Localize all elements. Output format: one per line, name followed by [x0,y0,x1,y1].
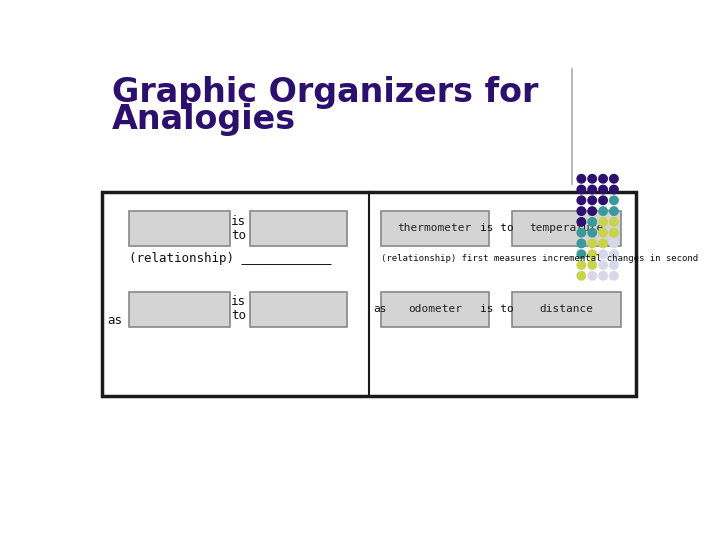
Text: as: as [373,304,387,314]
Circle shape [577,228,585,237]
Text: (relationship) first measures incremental changes in second: (relationship) first measures incrementa… [381,254,698,264]
Circle shape [599,218,607,226]
Bar [381,292,489,327]
Text: is
to: is to [231,214,246,241]
Text: is to: is to [480,223,514,233]
Text: Analogies: Analogies [112,103,296,136]
Circle shape [577,261,585,269]
Bar [513,292,621,327]
Circle shape [588,250,596,259]
Text: is to: is to [480,304,514,314]
Bar [129,292,230,327]
Circle shape [599,207,607,215]
Bar [102,192,636,396]
Circle shape [610,250,618,259]
Circle shape [588,207,596,215]
Bar [381,211,489,246]
Circle shape [599,185,607,194]
Circle shape [599,250,607,259]
Circle shape [610,261,618,269]
Circle shape [588,272,596,280]
Circle shape [588,261,596,269]
Bar [250,292,346,327]
Text: as: as [107,314,122,327]
Text: (relationship) ____________: (relationship) ____________ [129,252,331,265]
Text: is
to: is to [231,295,246,322]
Text: thermometer: thermometer [397,224,472,233]
Circle shape [610,239,618,248]
Circle shape [599,261,607,269]
Text: temperature: temperature [529,224,604,233]
Circle shape [610,228,618,237]
Bar [250,211,346,246]
Circle shape [599,196,607,205]
Circle shape [599,239,607,248]
Circle shape [610,218,618,226]
Circle shape [588,196,596,205]
Circle shape [577,207,585,215]
Circle shape [599,228,607,237]
Circle shape [610,196,618,205]
Circle shape [577,239,585,248]
Circle shape [599,174,607,183]
Circle shape [610,174,618,183]
Text: distance: distance [539,304,593,314]
Circle shape [599,272,607,280]
Bar [129,211,230,246]
Circle shape [588,174,596,183]
Circle shape [610,207,618,215]
Circle shape [588,185,596,194]
Circle shape [577,185,585,194]
Circle shape [610,272,618,280]
Circle shape [577,250,585,259]
Circle shape [577,174,585,183]
Circle shape [577,218,585,226]
Circle shape [588,239,596,248]
Circle shape [588,218,596,226]
Bar [513,211,621,246]
Circle shape [577,272,585,280]
Circle shape [610,185,618,194]
Circle shape [577,196,585,205]
Text: odometer: odometer [408,304,462,314]
Text: Graphic Organizers for: Graphic Organizers for [112,76,538,109]
Circle shape [588,228,596,237]
